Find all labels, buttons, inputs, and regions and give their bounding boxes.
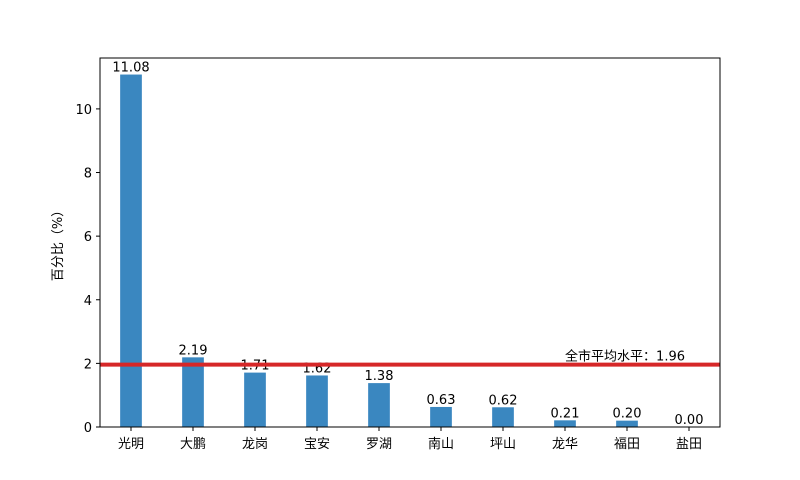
bar-value-label-4: 1.38 — [365, 369, 394, 384]
x-tick-label-4: 罗湖 — [366, 437, 392, 452]
x-tick-label-9: 盐田 — [676, 437, 702, 452]
bar-value-label-1: 2.19 — [179, 343, 208, 358]
bar-8 — [616, 420, 638, 427]
bar-value-label-7: 0.21 — [551, 406, 580, 421]
y-tick-label-5: 10 — [75, 103, 92, 118]
y-tick-label-4: 8 — [84, 167, 92, 182]
reference-line-group: 全市平均水平：1.96 — [100, 349, 720, 367]
bars-group — [120, 74, 638, 427]
bar-value-label-8: 0.20 — [613, 407, 642, 422]
x-tick-label-0: 光明 — [118, 437, 144, 452]
x-tick-label-3: 宝安 — [304, 437, 330, 452]
y-tick-label-3: 6 — [84, 230, 92, 245]
x-tick-label-1: 大鹏 — [180, 437, 206, 452]
y-tick-label-0: 0 — [84, 421, 92, 436]
x-tick-label-7: 龙华 — [552, 437, 578, 452]
bar-0 — [120, 74, 142, 427]
axes-group — [99, 57, 721, 428]
bar-5 — [430, 406, 452, 427]
x-ticks-group: 光明 大鹏 龙岗 宝安 罗湖 南山 坪山 龙华 福田 盐田 — [118, 427, 702, 452]
x-tick-label-8: 福田 — [614, 437, 640, 452]
average-reference-label: 全市平均水平：1.96 — [565, 349, 685, 365]
x-tick-label-2: 龙岗 — [242, 437, 268, 452]
bar-7 — [554, 420, 576, 427]
bar-value-label-6: 0.62 — [489, 393, 518, 408]
bar-3 — [306, 375, 328, 427]
bar-4 — [368, 383, 390, 427]
bar-value-label-9: 0.00 — [675, 413, 704, 428]
bar-6 — [492, 407, 514, 427]
y-tick-label-2: 4 — [84, 294, 92, 309]
bar-2 — [244, 372, 266, 427]
plot-frame — [99, 57, 721, 428]
bar-1 — [182, 357, 204, 427]
value-labels-group: 11.082.191.711.621.380.630.620.210.200.0… — [112, 61, 703, 428]
bar-value-label-0: 11.08 — [112, 61, 149, 76]
y-tick-label-1: 2 — [84, 357, 92, 372]
bar-value-label-5: 0.63 — [427, 393, 456, 408]
y-ticks-group: 0 2 4 6 8 10 — [75, 103, 100, 436]
x-tick-label-6: 坪山 — [490, 437, 516, 452]
x-tick-label-5: 南山 — [428, 436, 454, 452]
y-axis-label: 百分比（%） — [51, 204, 66, 281]
